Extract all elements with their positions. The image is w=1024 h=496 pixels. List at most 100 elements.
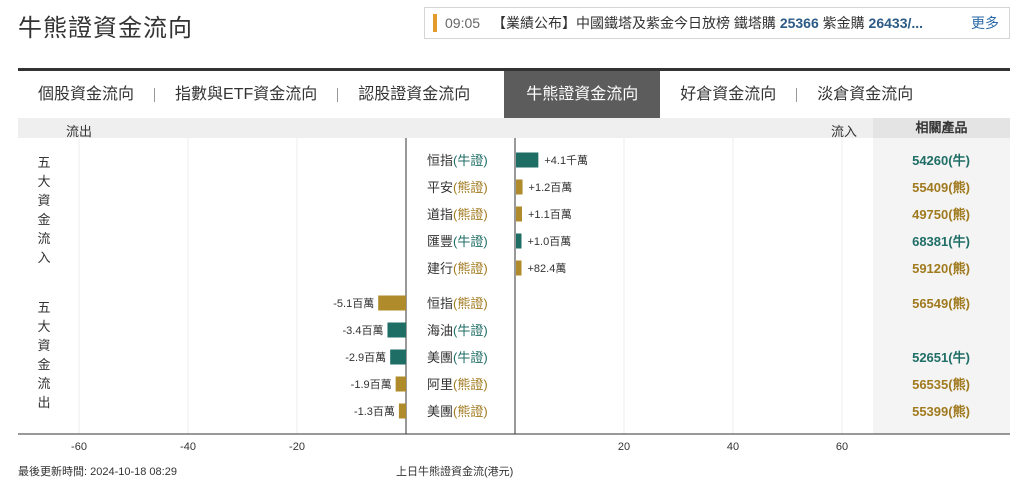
inflow-group-char: 金 <box>37 212 51 227</box>
category-label: 平安(熊證) <box>427 180 488 195</box>
related-product-link[interactable]: 56535(熊) <box>912 377 970 392</box>
column-header: 流出 流入 相關產品 <box>18 118 1010 139</box>
category-name: 匯豐 <box>427 234 453 249</box>
x-tick-label: -60 <box>71 441 87 453</box>
category-kind: (牛證) <box>453 350 488 365</box>
category-name: 美團 <box>427 404 453 419</box>
category-label: 海油(牛證) <box>427 323 488 338</box>
flow-value-label: +82.4萬 <box>528 262 567 275</box>
outflow-group-char: 出 <box>37 395 51 410</box>
flow-bar <box>516 179 523 195</box>
news-time: 09:05 <box>445 15 481 31</box>
related-product-link[interactable]: 59120(熊) <box>912 261 970 276</box>
flow-value-label: -1.9百萬 <box>351 378 392 391</box>
category-kind: (牛證) <box>453 153 488 168</box>
tab-separator <box>796 87 798 102</box>
news-more-link[interactable]: 更多 <box>971 15 999 31</box>
flow-value-label: +1.0百萬 <box>528 235 572 248</box>
flow-bar <box>516 152 539 168</box>
related-products-column <box>873 138 1010 434</box>
page-title: 牛熊證資金流向 <box>18 15 193 42</box>
category-kind: (熊證) <box>453 207 488 222</box>
related-product-link[interactable]: 52651(牛) <box>912 350 970 365</box>
category-kind: (牛證) <box>453 323 488 338</box>
category-kind: (熊證) <box>453 377 488 392</box>
category-kind: (熊證) <box>453 180 488 195</box>
tab-stock-fund-flow[interactable]: 個股資金流向 <box>38 86 135 103</box>
category-label: 恒指(牛證) <box>427 153 488 168</box>
flow-bar <box>387 322 406 338</box>
related-product-link[interactable]: 56549(熊) <box>912 296 970 311</box>
category-label: 美團(熊證) <box>427 404 488 419</box>
flow-bar <box>516 206 522 222</box>
category-name: 美團 <box>427 350 453 365</box>
outflow-group-char: 流 <box>37 376 51 391</box>
flow-value-label: +4.1千萬 <box>544 154 588 167</box>
x-axis-label: 上日牛熊證資金流(港元) <box>396 466 514 478</box>
tab-cbbc-fund-flow[interactable]: 牛熊證資金流向 <box>504 71 661 118</box>
tab-bar: 個股資金流向 指數與ETF資金流向 認股證資金流向 牛熊證資金流向 好倉資金流向… <box>18 71 1010 118</box>
category-name: 恒指 <box>427 296 453 311</box>
related-product-link[interactable]: 68381(牛) <box>912 234 970 249</box>
news-marker <box>433 14 437 32</box>
flow-bar <box>395 376 406 392</box>
flow-value-label: -3.4百萬 <box>343 324 384 337</box>
inflow-group-char: 資 <box>37 193 51 208</box>
x-tick-label: 60 <box>836 441 848 453</box>
category-label: 恒指(熊證) <box>427 296 488 311</box>
inflow-header: 流入 <box>831 124 858 139</box>
related-products-header: 相關產品 <box>873 118 1010 138</box>
outflow-group-label: 五大資金流出 <box>36 298 52 412</box>
outflow-group-char: 大 <box>37 319 51 334</box>
related-product-link[interactable]: 55399(熊) <box>912 404 970 419</box>
flow-value-label: +1.2百萬 <box>529 181 573 194</box>
category-label: 阿里(熊證) <box>427 377 488 392</box>
tab-short-position-fund-flow[interactable]: 淡倉資金流向 <box>817 86 914 103</box>
outflow-group-char: 五 <box>37 300 51 315</box>
category-kind: (熊證) <box>453 404 488 419</box>
inflow-group-char: 大 <box>37 174 51 189</box>
category-label: 建行(熊證) <box>427 261 488 276</box>
flow-value-label: +1.1百萬 <box>528 208 572 221</box>
inflow-group-char: 流 <box>37 231 51 246</box>
flow-bar <box>390 349 406 365</box>
category-kind: (牛證) <box>453 234 488 249</box>
outflow-group-char: 資 <box>37 338 51 353</box>
outflow-group-char: 金 <box>37 357 51 372</box>
inflow-group-label: 五大資金流入 <box>36 153 52 267</box>
category-label: 道指(熊證) <box>427 207 488 222</box>
x-tick-label: 20 <box>618 441 630 453</box>
inflow-group-char: 入 <box>37 250 51 265</box>
flow-bar <box>516 233 522 249</box>
tab-warrant-fund-flow[interactable]: 認股證資金流向 <box>358 86 471 103</box>
top-rule <box>18 68 1010 71</box>
flow-bar <box>516 260 522 276</box>
inflow-group-char: 五 <box>37 155 51 170</box>
category-name: 海油 <box>427 323 453 338</box>
x-tick-label: 40 <box>727 441 739 453</box>
category-kind: (熊證) <box>453 296 488 311</box>
x-tick-label: -20 <box>289 441 305 453</box>
category-name: 平安 <box>427 180 453 195</box>
x-tick-label: -40 <box>180 441 196 453</box>
related-product-link[interactable]: 55409(熊) <box>912 180 970 195</box>
category-kind: (熊證) <box>453 261 488 276</box>
category-name: 建行 <box>427 261 453 276</box>
last-update-time: 最後更新時間: 2024-10-18 08:29 <box>18 466 177 478</box>
flow-value-label: -1.3百萬 <box>354 405 395 418</box>
related-product-link[interactable]: 54260(牛) <box>912 153 970 168</box>
tab-separator <box>154 87 156 102</box>
flow-bar <box>378 295 406 311</box>
category-label: 美團(牛證) <box>427 350 488 365</box>
related-product-link[interactable]: 49750(熊) <box>912 207 970 222</box>
category-name: 道指 <box>427 207 453 222</box>
tab-long-position-fund-flow[interactable]: 好倉資金流向 <box>680 86 777 103</box>
news-ticker[interactable]: 09:05 【業績公布】中國鐵塔及紫金今日放榜 鐵塔購 25366 紫金購 26… <box>424 7 1010 39</box>
category-name: 恒指 <box>427 153 453 168</box>
flow-bar <box>398 403 406 419</box>
outflow-header: 流出 <box>66 124 93 139</box>
tab-index-etf-fund-flow[interactable]: 指數與ETF資金流向 <box>175 86 318 103</box>
category-label: 匯豐(牛證) <box>427 234 488 249</box>
tab-separator <box>337 87 339 102</box>
